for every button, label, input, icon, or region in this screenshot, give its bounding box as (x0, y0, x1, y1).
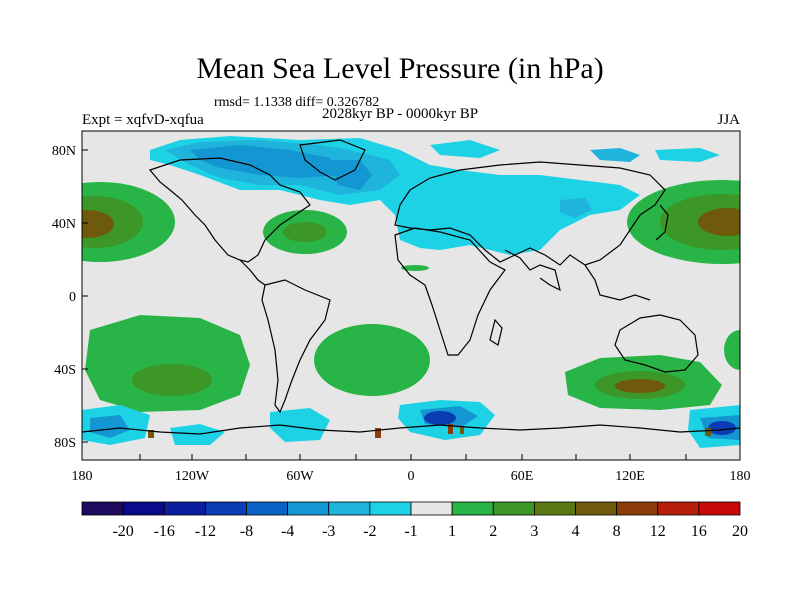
central-america-coast (239, 259, 266, 286)
australia-coast (614, 314, 699, 373)
colorbar-swatch (163, 501, 206, 516)
lat-tick-label: 40S (54, 363, 76, 378)
colorbar-label: -2 (363, 523, 376, 540)
colorbar-label: -20 (112, 523, 133, 540)
southeast-asia-coast (584, 264, 651, 301)
colorbar-label: -3 (322, 523, 335, 540)
colorbar-swatch (246, 501, 289, 516)
south-pacific-high (85, 315, 250, 412)
lat-tick-label: 40N (52, 217, 76, 232)
colorbar-label: 16 (691, 523, 707, 540)
colorbar-label: 1 (448, 523, 456, 540)
lat-axis-labels: 80N 40N 0 40S 80S (52, 144, 76, 451)
madagascar-coast (489, 318, 503, 346)
map-field (82, 131, 740, 460)
colorbar-swatch (616, 501, 659, 516)
colorbar-label: 4 (572, 523, 580, 540)
antarctica-coast (82, 424, 740, 435)
colorbar-swatch (657, 501, 700, 516)
colorbar-swatch (369, 501, 412, 516)
experiment-label: Expt = xqfvD-xqfua (82, 112, 204, 128)
europe-asia-coast (394, 161, 666, 266)
antarctic-anomalies (82, 265, 740, 448)
colorbar-label: 8 (613, 523, 621, 540)
colorbar-swatch (410, 501, 453, 516)
south-east-pacific-high (724, 330, 740, 370)
colorbar-swatch (451, 501, 494, 516)
africa-coast (394, 227, 506, 356)
tick-marks (82, 149, 687, 460)
colorbar-labels: -20 -16 -12 -8 -4 -3 -2 -1 1 2 3 4 8 12 16 20 (112, 523, 748, 540)
colorbar-swatch (81, 501, 124, 516)
lat-tick-label: 80N (52, 144, 76, 159)
colorbar-label: -12 (195, 523, 216, 540)
colorbar (81, 501, 741, 516)
north-atlantic-high (263, 210, 347, 254)
lon-tick-label: 60W (286, 469, 314, 484)
south-atlantic-high (314, 324, 430, 396)
north-america-coast (148, 157, 311, 263)
north-pacific-high-west (82, 182, 175, 262)
colorbar-label: -16 (154, 523, 175, 540)
colorbar-swatch (698, 501, 741, 516)
period-label: 2028kyr BP - 0000kyr BP (322, 106, 479, 122)
lon-tick-label: 180 (730, 469, 751, 484)
lat-tick-label: 80S (54, 436, 76, 451)
colorbar-swatch (533, 501, 576, 516)
colorbar-label: 3 (530, 523, 538, 540)
colorbar-swatch (492, 501, 535, 516)
colorbar-swatch (575, 501, 618, 516)
indian-ocean-high (565, 355, 722, 410)
colorbar-label: 20 (732, 523, 748, 540)
colorbar-swatch (287, 501, 330, 516)
north-pacific-high-east (627, 180, 740, 264)
greenland-coast (299, 139, 366, 181)
colorbar-label: -4 (281, 523, 294, 540)
lat-tick-label: 0 (69, 290, 76, 305)
season-label: JJA (717, 112, 740, 128)
south-america-coast (261, 279, 331, 414)
lon-axis-labels: 180 120W 60W 0 60E 120E 180 (72, 469, 751, 484)
lon-tick-label: 60E (511, 469, 534, 484)
rmsd-diff-stats: rmsd= 1.1338 diff= 0.326782 (214, 95, 380, 110)
coastlines (82, 139, 740, 435)
colorbar-label: -1 (404, 523, 417, 540)
colorbar-label: 12 (650, 523, 666, 540)
lon-tick-label: 120W (175, 469, 210, 484)
lon-tick-label: 180 (72, 469, 93, 484)
arabia-india-coast (504, 249, 561, 292)
colorbar-label: -8 (240, 523, 253, 540)
arctic-low-anomaly (150, 136, 720, 255)
colorbar-label: 2 (489, 523, 497, 540)
colorbar-swatch (204, 501, 247, 516)
colorbar-swatch (328, 501, 371, 516)
lon-tick-label: 0 (408, 469, 415, 484)
japan-coast (655, 204, 669, 241)
colorbar-swatch (122, 501, 165, 516)
lon-tick-label: 120E (615, 469, 645, 484)
map-title: Mean Sea Level Pressure (in hPa) (196, 52, 604, 85)
